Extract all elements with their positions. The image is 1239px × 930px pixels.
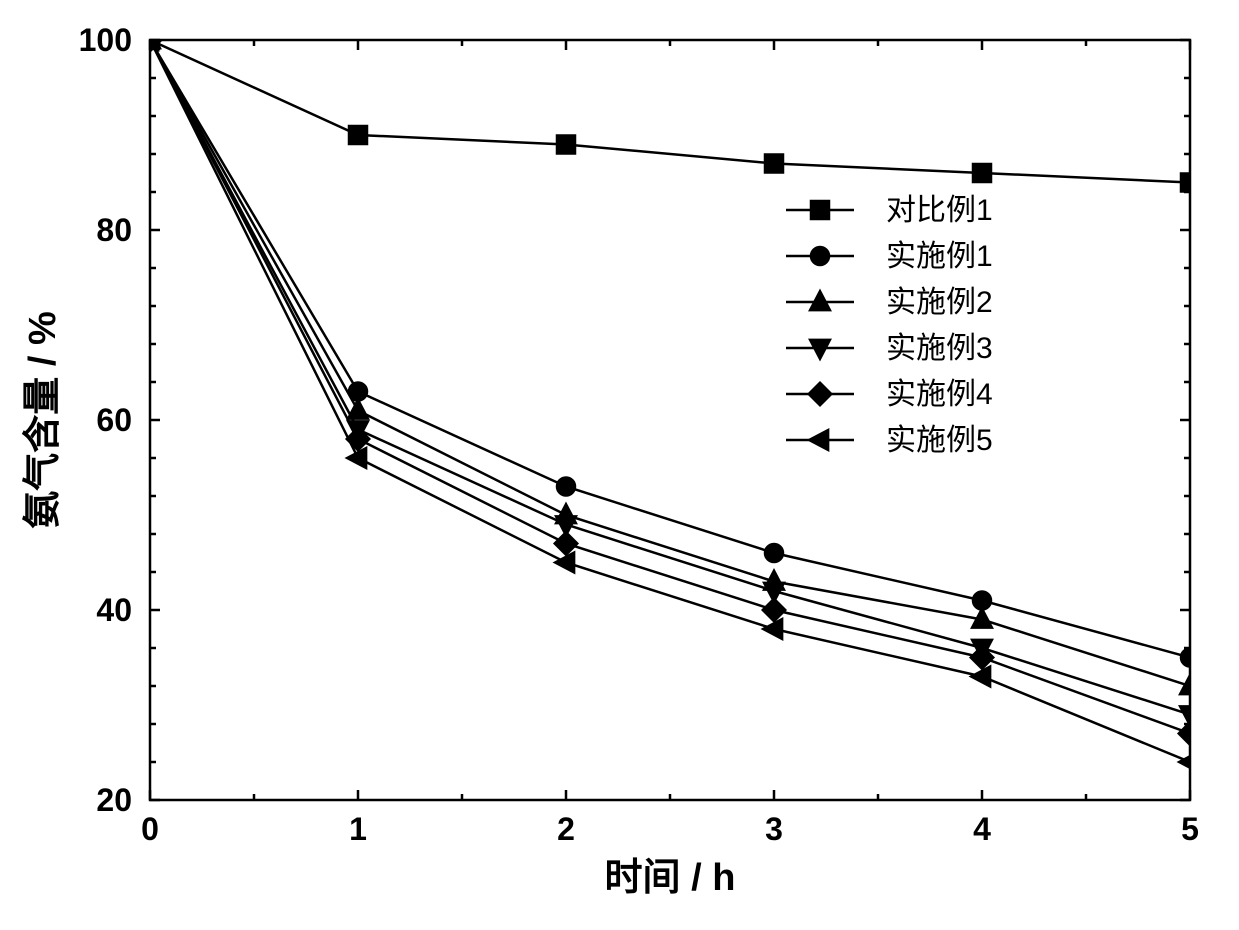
- y-tick-label: 80: [96, 212, 132, 248]
- x-tick-label: 2: [557, 811, 575, 847]
- y-axis-label: 氨气含量 / %: [22, 311, 64, 528]
- legend-label: 实施例2: [886, 286, 993, 319]
- x-tick-label: 0: [141, 811, 159, 847]
- x-tick-label: 5: [1181, 811, 1199, 847]
- x-tick-label: 4: [973, 811, 991, 847]
- legend-label: 实施例1: [886, 240, 993, 273]
- x-tick-label: 1: [349, 811, 367, 847]
- ammonia-content-line-chart: 0 1 2 3 4 5 20 40 60 80 100 时间 / h 氨气含量 / % 对比例1 实施例1 实…: [0, 0, 1239, 930]
- legend-label: 实施例4: [886, 378, 993, 411]
- x-axis-label: 时间 / h: [605, 857, 736, 899]
- y-tick-label: 20: [96, 782, 132, 818]
- x-tick-label: 3: [765, 811, 783, 847]
- y-tick-label: 60: [96, 402, 132, 438]
- y-tick-label: 100: [79, 22, 132, 58]
- legend-label: 实施例3: [886, 332, 993, 365]
- legend-label: 对比例1: [886, 194, 993, 227]
- y-tick-label: 40: [96, 592, 132, 628]
- legend-label: 实施例5: [886, 424, 993, 457]
